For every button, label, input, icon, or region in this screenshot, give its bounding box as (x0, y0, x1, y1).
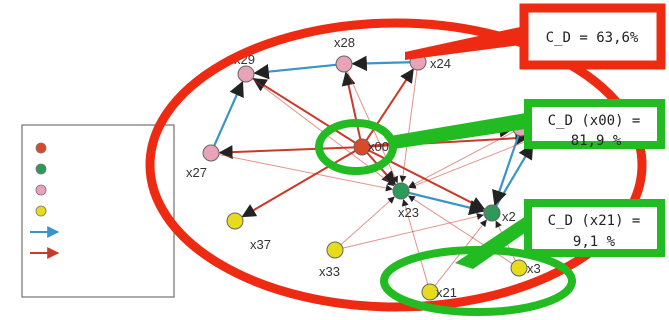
legend-items (30, 142, 60, 259)
node-x37 (226, 212, 244, 230)
overall-callout-text: C_D = 63,6% (546, 30, 639, 46)
node-x28 (335, 55, 353, 73)
x21-callout: C_D (x21) = 9,1 % (524, 199, 665, 257)
node-label-x23: x23 (398, 205, 419, 220)
edge-xtr-x23 (408, 131, 515, 188)
edge-x28-x29 (253, 63, 337, 80)
x00-callout-line1: C_D (x00) = (548, 113, 641, 129)
node-x23 (392, 182, 410, 200)
node-label-x3: x3 (527, 261, 541, 276)
legend-node-swatch (35, 142, 47, 154)
node-x21 (421, 283, 439, 301)
edge-x33-x23 (340, 196, 395, 246)
x21-callout-line1: C_D (x21) = (548, 213, 641, 229)
legend-node-swatch (35, 205, 47, 217)
edge-x24-x23 (399, 69, 418, 183)
node-label-x27: x27 (186, 165, 207, 180)
network-highlight-ellipse (145, 18, 647, 312)
edge-x00-x37 (241, 150, 356, 218)
node-label-x24: x24 (430, 56, 451, 71)
edge-x27-x23 (218, 154, 393, 192)
node-label-x33: x33 (319, 264, 340, 279)
edge-x00-x29 (252, 77, 356, 144)
node-x3 (510, 259, 528, 277)
overall-callout: C_D = 63,6% (519, 3, 666, 70)
node-label-x37: x37 (250, 237, 271, 252)
node-label-x25: x2 (502, 209, 516, 224)
node-label-x28: x28 (334, 35, 355, 50)
x21-callout-line2: 9,1 % (573, 234, 616, 250)
node-x25 (483, 204, 501, 222)
node-x33 (326, 241, 344, 259)
legend-node-swatch (35, 163, 47, 175)
node-label-x21: x21 (436, 285, 457, 300)
edge-x33-x25 (342, 213, 484, 249)
x00-callout-connector (384, 112, 532, 149)
edge-x21-x23 (401, 198, 429, 285)
node-x27 (202, 144, 220, 162)
x21-callout-connector (455, 212, 532, 269)
edge-xtr-x25 (492, 135, 520, 206)
edge-x00-x27 (218, 145, 355, 160)
edge-x00-x28 (341, 71, 362, 140)
edge-x30-x23 (408, 139, 530, 189)
edge-x25-x30 (495, 143, 534, 207)
overall-callout-connector (405, 27, 528, 60)
x00-callout-line2: 81,9 % (571, 133, 622, 149)
edge-x27-x29 (213, 80, 244, 147)
edge-x23-x25 (408, 191, 485, 216)
node-label-x00: x00 (368, 139, 389, 154)
node-x00 (353, 138, 371, 156)
node-x29 (237, 65, 255, 83)
x00-callout: C_D (x00) = 81,9 % (524, 99, 665, 149)
legend-node-swatch (35, 184, 47, 196)
edge-x24-x28 (351, 55, 411, 72)
